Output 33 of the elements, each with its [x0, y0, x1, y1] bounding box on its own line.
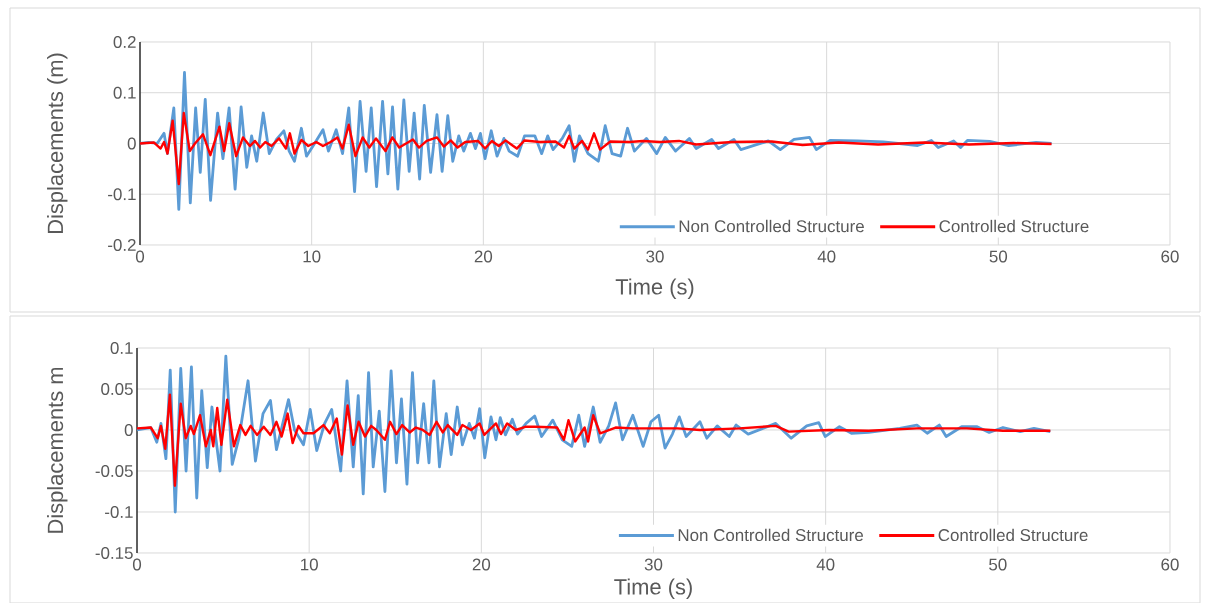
x-tick-label: 30	[644, 558, 663, 571]
x-tick-label: 30	[646, 250, 664, 263]
x-tick-label: 10	[301, 558, 318, 571]
y-tick-label: 0	[124, 423, 133, 436]
x-axis-title: Time (s)	[614, 578, 692, 599]
legend-label: Non Controlled Structure	[679, 219, 864, 233]
x-tick-label: 10	[303, 250, 321, 263]
x-tick-label: 20	[472, 558, 491, 571]
y-axis-title: Displacements m	[47, 367, 68, 533]
legend-label: Non Controlled Structure	[678, 528, 863, 542]
y-tick-label: 0	[127, 137, 136, 150]
legend-label: Controlled Structure	[938, 528, 1088, 542]
y-tick-label: -0.2	[108, 238, 136, 251]
y-tick-label: 0.05	[101, 382, 133, 395]
y-tick-label: -0.05	[95, 464, 133, 477]
x-tick-label: 40	[816, 558, 835, 571]
y-tick-label: 0.1	[110, 341, 133, 354]
x-tick-label: 60	[1161, 250, 1179, 263]
x-tick-label: 50	[989, 250, 1008, 263]
x-tick-label: 0	[135, 250, 145, 263]
legend-label: Controlled Structure	[939, 219, 1089, 233]
y-tick-label: 0.1	[113, 86, 136, 99]
x-tick-label: 50	[989, 558, 1007, 571]
y-tick-label: -0.15	[95, 546, 133, 559]
line-series	[138, 111, 1053, 186]
y-tick-label: 0.2	[113, 35, 136, 48]
x-tick-label: 60	[1161, 558, 1179, 571]
x-axis-title: Time (s)	[615, 278, 694, 299]
y-axis-title: Displacements (m)	[47, 53, 68, 234]
x-tick-label: 20	[474, 250, 493, 263]
y-tick-label: -0.1	[108, 188, 136, 201]
x-tick-label: 40	[817, 250, 836, 263]
y-tick-label: -0.1	[105, 505, 133, 518]
